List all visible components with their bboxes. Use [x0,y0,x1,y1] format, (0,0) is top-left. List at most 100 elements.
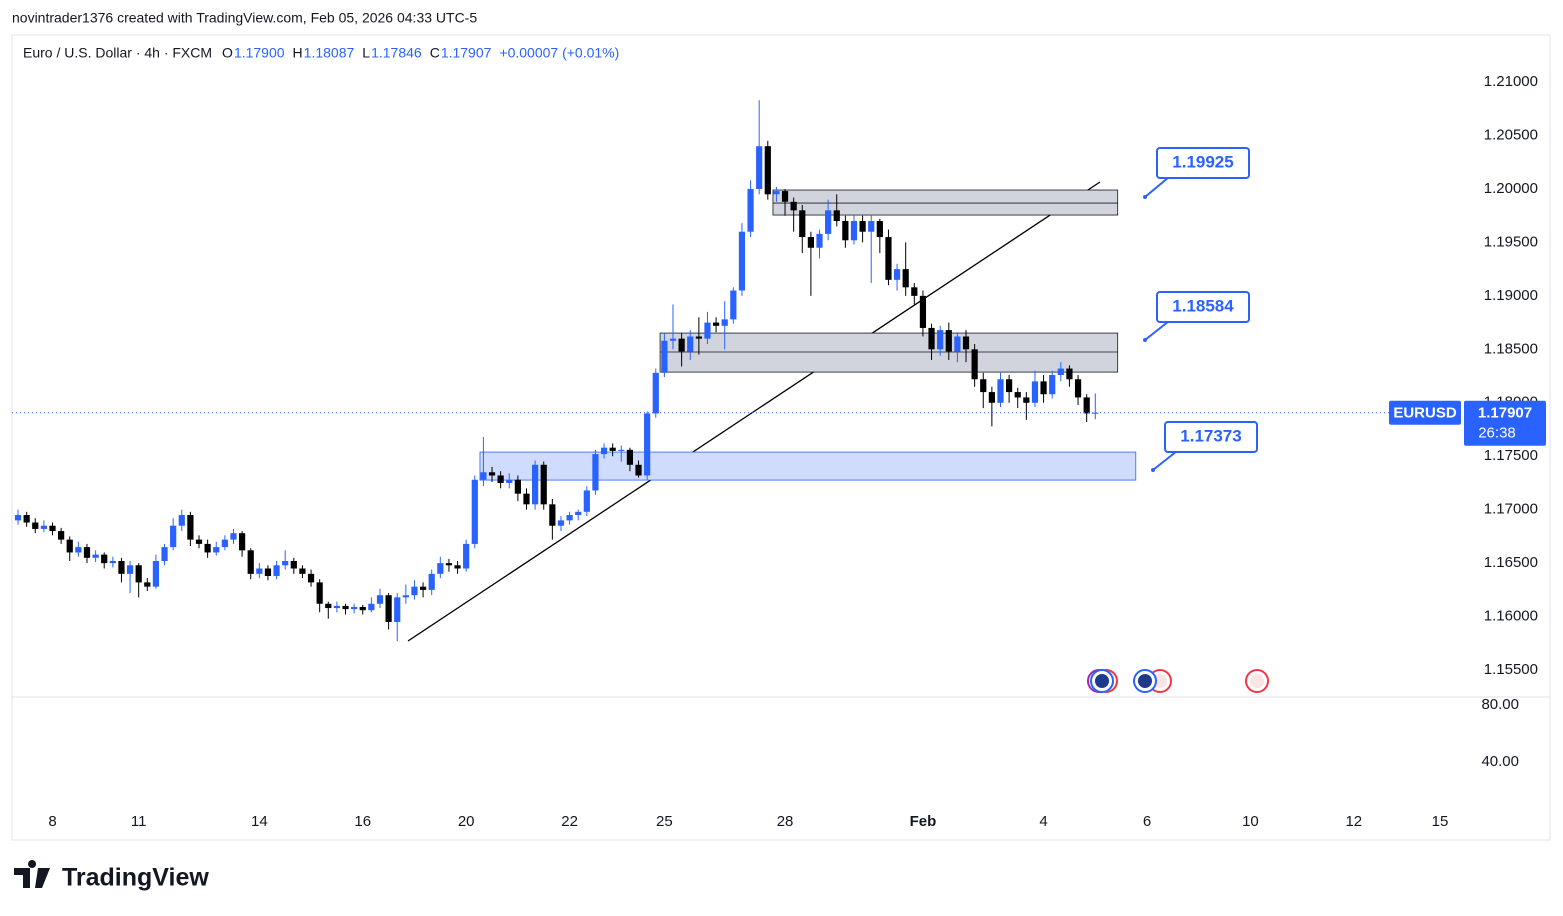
candle-body [816,233,823,248]
candle-body [101,554,108,564]
candle-body [773,191,780,195]
ohlc-key: H [293,45,303,61]
candle-body [109,561,116,564]
candle-body [764,146,771,195]
candle-body [661,340,668,373]
candle-body [592,454,599,491]
ohlc-key: C [430,45,440,61]
candle-body [376,595,384,604]
candle-body [247,550,254,574]
y-tick-label: 1.19000 [1484,287,1538,304]
x-tick-label: Feb [910,813,937,830]
candle-body [497,475,504,483]
x-tick-label: 14 [251,813,268,830]
candle-body [14,515,22,521]
candle-body [333,605,341,609]
candle-body [170,525,177,548]
candle-body [282,561,289,566]
ohlc-value: 1.18087 [304,45,355,61]
zone [479,451,1137,481]
candle-body [463,543,470,569]
candle-body [437,563,444,574]
y-tick-label: 1.21000 [1484,73,1538,90]
candle-body [83,547,91,558]
candle-body [49,525,56,532]
candle-body [256,568,263,574]
candle-body [1049,374,1056,395]
price-change: +0.00007 (+0.01%) [499,45,619,61]
callout-label: 1.19925 [1172,152,1233,171]
candle-body [394,597,401,622]
event-icon-fill [1138,674,1152,688]
ohlc-value: 1.17846 [371,45,422,61]
candle-body [152,561,160,587]
candle-body [566,515,573,521]
candle-body [850,221,858,241]
callout-dot [1143,195,1147,199]
candle-body [756,146,763,189]
x-tick-label: 28 [777,813,794,830]
candle-body [678,338,685,352]
candle-body [126,565,134,574]
callout-label: 1.17373 [1180,426,1241,445]
candle-body [928,327,935,350]
callout-box [1164,421,1258,453]
candle-body [213,547,220,553]
y-tick-label: 1.18500 [1484,340,1538,357]
candle-body [618,449,625,451]
x-tick-label: 20 [458,813,475,830]
x-tick-label: 6 [1143,813,1151,830]
candle-body [58,531,65,540]
candle-body [540,464,547,505]
candle-body [428,573,435,590]
candle-body [514,479,521,494]
y-tick-label: 1.16000 [1484,608,1538,625]
candle-body [506,479,513,483]
logo-mark [14,860,50,888]
candle-body [178,515,185,526]
candle-body [557,520,565,526]
candle-body [411,586,418,596]
candle-body [825,210,832,234]
candle-body [161,547,168,562]
candle-body [575,511,582,516]
candle-body [695,336,702,339]
y-tick-label: 1.15500 [1484,661,1538,678]
candle-body [40,525,47,529]
zone [772,189,1119,216]
candle-body [962,336,970,350]
candle-body [532,464,539,505]
candle-body [997,379,1004,403]
candle-body [919,295,927,328]
candle-body [1074,379,1082,398]
callout-box [1156,147,1250,179]
y-tick-label: 1.17500 [1484,447,1538,464]
candle-body [221,539,228,548]
candle-body [1023,397,1030,403]
callout-dot [1143,338,1147,342]
candle-body [118,561,125,574]
candle-body [644,413,651,476]
candle-body [635,464,642,476]
candle-body [187,515,194,540]
candle-body [1057,368,1064,375]
candle-body [609,447,616,451]
candle-body [23,515,30,523]
callout-pointer [1144,176,1170,198]
candle-body [600,447,608,455]
event-icon-fill [1153,674,1167,688]
candle-body [911,287,918,296]
candle-body [669,338,677,341]
candle-body [230,533,237,540]
candle-body [859,221,866,232]
candle-body [471,479,478,544]
candle-body [876,221,883,238]
candle-body [730,290,737,320]
candle-body [66,539,73,553]
candle-body [1031,381,1039,403]
symbol-tag-label: EURUSD [1393,405,1457,422]
y-tick-label: 1.17000 [1484,501,1538,518]
candle-body [781,191,789,202]
candle-body [342,605,349,610]
